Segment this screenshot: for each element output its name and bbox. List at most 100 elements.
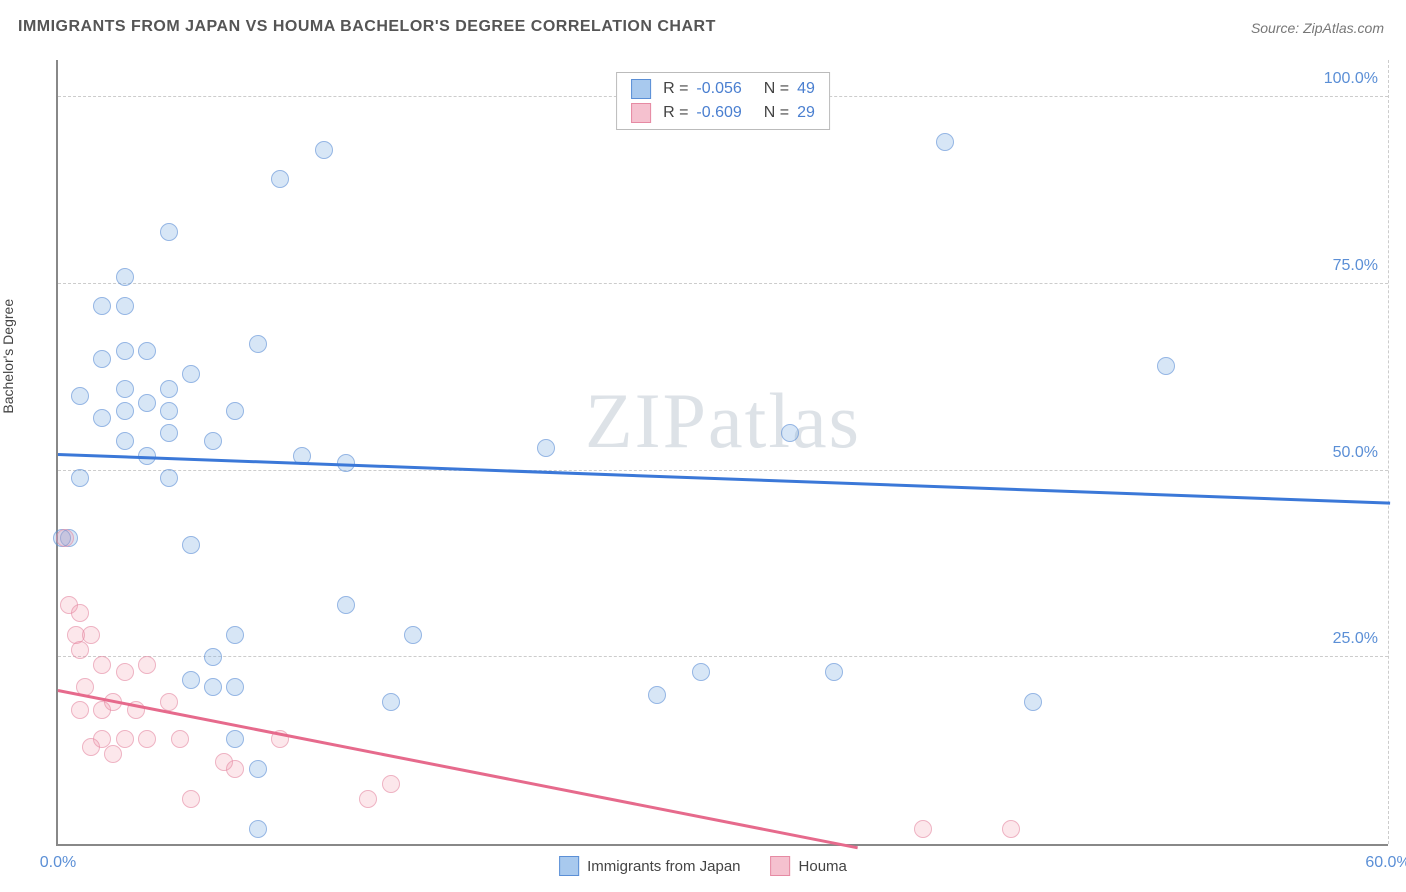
data-point: [382, 693, 400, 711]
data-point: [82, 626, 100, 644]
data-point: [249, 760, 267, 778]
data-point: [93, 656, 111, 674]
data-point: [160, 402, 178, 420]
data-point: [116, 432, 134, 450]
data-point: [1157, 357, 1175, 375]
data-point: [160, 223, 178, 241]
data-point: [537, 439, 555, 457]
legend-label: Houma: [799, 858, 847, 875]
data-point: [204, 432, 222, 450]
legend-r-value: -0.609: [696, 104, 741, 122]
gridline-h: [58, 656, 1388, 657]
data-point: [71, 641, 89, 659]
y-tick-label: 75.0%: [1333, 257, 1378, 275]
legend-row: R = -0.056 N = 49: [631, 77, 815, 101]
data-point: [404, 626, 422, 644]
legend-n-label: N =: [764, 80, 789, 98]
data-point: [825, 663, 843, 681]
legend-r-label: R =: [663, 80, 688, 98]
data-point: [1024, 693, 1042, 711]
legend-r-label: R =: [663, 104, 688, 122]
data-point: [171, 730, 189, 748]
data-point: [182, 536, 200, 554]
data-point: [204, 678, 222, 696]
data-point: [116, 342, 134, 360]
data-point: [160, 693, 178, 711]
data-point: [226, 626, 244, 644]
legend-item: Houma: [771, 856, 847, 876]
data-point: [226, 760, 244, 778]
x-tick-label: 60.0%: [1365, 854, 1406, 872]
data-point: [116, 730, 134, 748]
data-point: [138, 394, 156, 412]
data-point: [337, 596, 355, 614]
data-point: [82, 738, 100, 756]
data-point: [249, 820, 267, 838]
legend-item: Immigrants from Japan: [559, 856, 740, 876]
data-point: [936, 133, 954, 151]
y-tick-label: 25.0%: [1333, 630, 1378, 648]
data-point: [160, 380, 178, 398]
data-point: [71, 701, 89, 719]
data-point: [71, 469, 89, 487]
data-point: [93, 350, 111, 368]
legend-row: R = -0.609 N = 29: [631, 101, 815, 125]
data-point: [93, 409, 111, 427]
watermark: ZIPatlas: [585, 376, 861, 466]
legend-correlation: R = -0.056 N = 49 R = -0.609 N = 29: [616, 72, 830, 130]
data-point: [71, 604, 89, 622]
legend-swatch: [631, 103, 651, 123]
data-point: [138, 342, 156, 360]
legend-series: Immigrants from Japan Houma: [559, 856, 847, 876]
data-point: [914, 820, 932, 838]
x-tick-label: 0.0%: [40, 854, 76, 872]
data-point: [104, 745, 122, 763]
legend-swatch: [559, 856, 579, 876]
legend-n-label: N =: [764, 104, 789, 122]
data-point: [1002, 820, 1020, 838]
data-point: [315, 141, 333, 159]
data-point: [249, 335, 267, 353]
y-axis-label: Bachelor's Degree: [0, 299, 16, 414]
legend-n-value: 49: [797, 80, 815, 98]
y-tick-label: 100.0%: [1324, 70, 1378, 88]
data-point: [116, 402, 134, 420]
data-point: [138, 656, 156, 674]
gridline-h: [58, 283, 1388, 284]
data-point: [781, 424, 799, 442]
data-point: [648, 686, 666, 704]
data-point: [56, 529, 74, 547]
legend-swatch: [771, 856, 791, 876]
data-point: [271, 170, 289, 188]
gridline-v: [1388, 60, 1389, 844]
legend-swatch: [631, 79, 651, 99]
data-point: [226, 730, 244, 748]
y-tick-label: 50.0%: [1333, 444, 1378, 462]
chart-title: IMMIGRANTS FROM JAPAN VS HOUMA BACHELOR'…: [18, 18, 716, 36]
source-label: Source: ZipAtlas.com: [1251, 20, 1384, 36]
data-point: [116, 268, 134, 286]
data-point: [182, 365, 200, 383]
plot-area: ZIPatlas R = -0.056 N = 49 R = -0.609 N = 2…: [56, 60, 1388, 846]
data-point: [116, 663, 134, 681]
data-point: [182, 671, 200, 689]
legend-n-value: 29: [797, 104, 815, 122]
data-point: [71, 387, 89, 405]
legend-r-value: -0.056: [696, 80, 741, 98]
data-point: [692, 663, 710, 681]
legend-label: Immigrants from Japan: [587, 858, 740, 875]
trend-line: [58, 453, 1390, 504]
chart-container: Bachelor's Degree ZIPatlas R = -0.056N =…: [18, 48, 1388, 878]
data-point: [160, 424, 178, 442]
data-point: [226, 678, 244, 696]
data-point: [93, 297, 111, 315]
data-point: [359, 790, 377, 808]
data-point: [382, 775, 400, 793]
data-point: [116, 380, 134, 398]
data-point: [226, 402, 244, 420]
data-point: [204, 648, 222, 666]
data-point: [160, 469, 178, 487]
data-point: [182, 790, 200, 808]
data-point: [116, 297, 134, 315]
data-point: [138, 730, 156, 748]
